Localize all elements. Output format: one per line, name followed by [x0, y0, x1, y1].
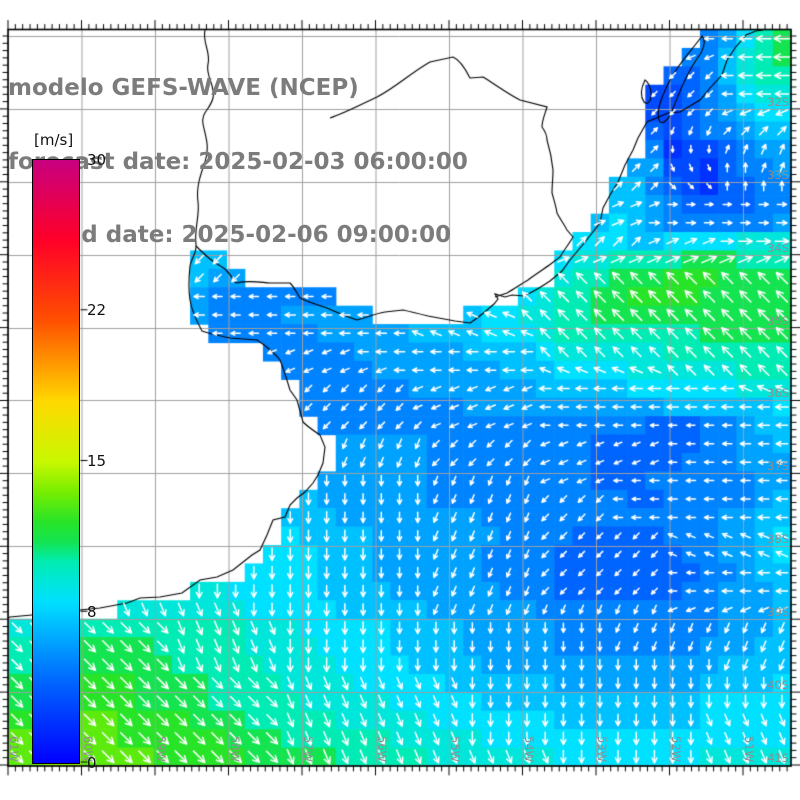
colorbar	[32, 159, 80, 764]
colorbar-gradient	[33, 160, 79, 763]
colorbar-unit-label: [m/s]	[34, 131, 74, 149]
title-model: modelo GEFS-WAVE (NCEP)	[8, 75, 359, 101]
